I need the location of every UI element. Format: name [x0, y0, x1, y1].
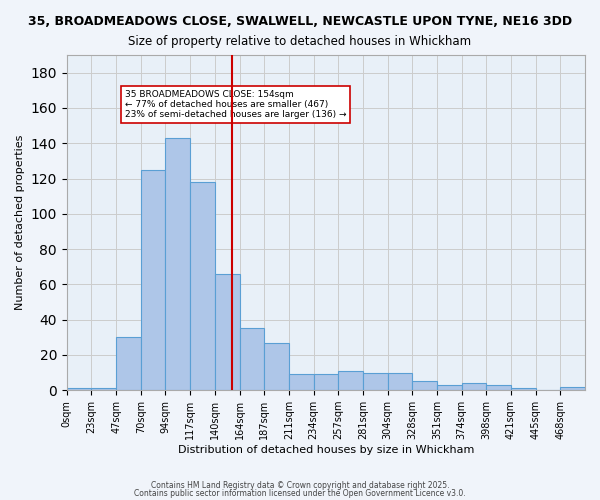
Text: Contains public sector information licensed under the Open Government Licence v3: Contains public sector information licen… — [134, 488, 466, 498]
Bar — [511, 388, 536, 390]
Bar — [141, 170, 166, 390]
Bar — [412, 382, 437, 390]
Bar — [190, 182, 215, 390]
Bar — [116, 338, 141, 390]
Bar — [560, 386, 585, 390]
Text: 35 BROADMEADOWS CLOSE: 154sqm
← 77% of detached houses are smaller (467)
23% of : 35 BROADMEADOWS CLOSE: 154sqm ← 77% of d… — [125, 90, 346, 120]
Bar — [166, 138, 190, 390]
Bar — [215, 274, 239, 390]
Bar — [314, 374, 338, 390]
Bar — [239, 328, 264, 390]
Bar — [388, 372, 412, 390]
Bar — [91, 388, 116, 390]
Bar — [437, 385, 461, 390]
X-axis label: Distribution of detached houses by size in Whickham: Distribution of detached houses by size … — [178, 445, 474, 455]
Bar — [264, 342, 289, 390]
Bar — [461, 383, 486, 390]
Text: Size of property relative to detached houses in Whickham: Size of property relative to detached ho… — [128, 35, 472, 48]
Bar — [67, 388, 91, 390]
Text: 35, BROADMEADOWS CLOSE, SWALWELL, NEWCASTLE UPON TYNE, NE16 3DD: 35, BROADMEADOWS CLOSE, SWALWELL, NEWCAS… — [28, 15, 572, 28]
Bar — [338, 371, 363, 390]
Bar — [486, 385, 511, 390]
Bar — [363, 372, 388, 390]
Bar — [289, 374, 314, 390]
Y-axis label: Number of detached properties: Number of detached properties — [15, 135, 25, 310]
Text: Contains HM Land Registry data © Crown copyright and database right 2025.: Contains HM Land Registry data © Crown c… — [151, 481, 449, 490]
